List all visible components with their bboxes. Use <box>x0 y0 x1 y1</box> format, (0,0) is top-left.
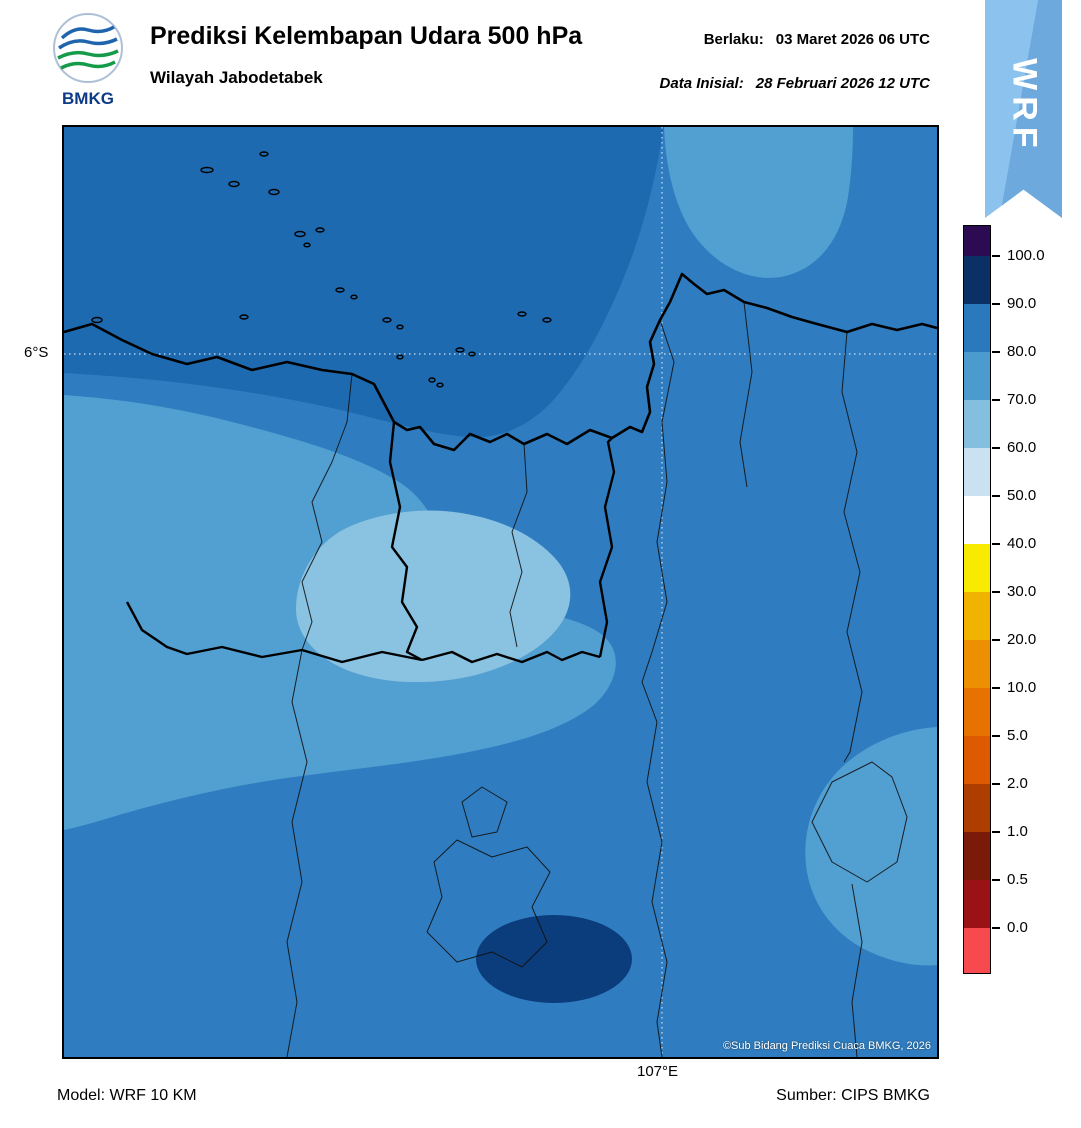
colorbar-tick-label: 5.0 <box>1007 727 1028 744</box>
colorbar-segment <box>964 544 990 592</box>
graticule <box>64 127 937 1057</box>
colorbar-tick <box>992 783 1000 785</box>
wrf-ribbon-label: WRF <box>1005 58 1043 154</box>
logo-wave-green <box>57 49 119 60</box>
humidity-band-lighter-patch <box>296 510 571 683</box>
valid-time-label: Berlaku: <box>703 31 764 48</box>
logo-wave-blue <box>58 37 118 50</box>
colorbar-segment <box>964 736 990 784</box>
colorbar-segment <box>964 256 990 304</box>
colorbar-tick <box>992 591 1000 593</box>
colorbar-tick-label: 60.0 <box>1007 439 1037 456</box>
humidity-band-light-topright <box>664 127 853 278</box>
colorbar-tick <box>992 735 1000 737</box>
humidity-band-navy-core <box>476 915 632 1003</box>
humidity-band-light-bottomright <box>805 727 937 966</box>
valid-time-line: Berlaku: 03 Maret 2026 06 UTC <box>704 31 930 48</box>
colorbar-segment <box>964 784 990 832</box>
latitude-label: 6°S <box>24 344 49 361</box>
colorbar-segment <box>964 304 990 352</box>
initial-data-value: 28 Februari 2026 12 UTC <box>755 75 930 92</box>
admin-boundaries-thin <box>286 301 908 1057</box>
islands <box>91 151 552 388</box>
logo-circle <box>53 13 123 83</box>
humidity-band-dark-top <box>64 127 664 438</box>
colorbar-segment <box>964 640 990 688</box>
colorbar-tick-label: 90.0 <box>1007 295 1037 312</box>
colorbar-tick-label: 100.0 <box>1007 247 1045 264</box>
bmkg-logo: BMKG <box>53 13 123 108</box>
map-panel: ©Sub Bidang Prediksi Cuaca BMKG, 2026 <box>62 125 939 1059</box>
colorbar-segment <box>964 592 990 640</box>
colorbar-segment <box>964 448 990 496</box>
colorbar-segment <box>964 832 990 880</box>
colorbar-tick-label: 10.0 <box>1007 679 1037 696</box>
logo-wave-green <box>60 60 116 70</box>
colorbar-bar <box>963 225 991 974</box>
valid-time-value: 03 Maret 2026 06 UTC <box>775 31 930 48</box>
colorbar-segment <box>964 688 990 736</box>
logo-text: BMKG <box>62 89 114 108</box>
colorbar-tick-label: 2.0 <box>1007 775 1028 792</box>
initial-data-line: Data Inisial: 28 Februari 2026 12 UTC <box>660 75 930 92</box>
page-subtitle: Wilayah Jabodetabek <box>150 68 323 87</box>
colorbar-tick <box>992 831 1000 833</box>
logo-wave-blue <box>60 25 115 40</box>
wrf-ribbon: WRF <box>985 0 1062 218</box>
coastline <box>64 272 937 452</box>
colorbar-segment <box>964 880 990 928</box>
colorbar-tick-label: 0.0 <box>1007 919 1028 936</box>
colorbar-tick-label: 0.5 <box>1007 871 1028 888</box>
colorbar-tick <box>992 447 1000 449</box>
colorbar-tick-label: 80.0 <box>1007 343 1037 360</box>
colorbar-segment <box>964 400 990 448</box>
longitude-label: 107°E <box>637 1063 679 1080</box>
colorbar-tick <box>992 543 1000 545</box>
colorbar-tick-label: 20.0 <box>1007 631 1037 648</box>
colorbar-segment <box>964 496 990 544</box>
footer-source-label: Sumber: CIPS BMKG <box>776 1087 930 1104</box>
colorbar-tick <box>992 495 1000 497</box>
colorbar-tick <box>992 927 1000 929</box>
map-copyright: ©Sub Bidang Prediksi Cuaca BMKG, 2026 <box>722 1040 931 1052</box>
humidity-map <box>64 127 937 1057</box>
colorbar-tick-label: 70.0 <box>1007 391 1037 408</box>
admin-boundaries-thick <box>125 421 616 664</box>
colorbar-tick <box>992 687 1000 689</box>
colorbar-segment <box>964 928 990 973</box>
colorbar-segment <box>964 226 990 256</box>
colorbar-tick <box>992 351 1000 353</box>
colorbar-tick-label: 50.0 <box>1007 487 1037 504</box>
colorbar-tick <box>992 255 1000 257</box>
page-title: Prediksi Kelembapan Udara 500 hPa <box>150 22 583 50</box>
colorbar-tick <box>992 639 1000 641</box>
initial-data-label: Data Inisial: <box>659 75 744 92</box>
colorbar-tick <box>992 399 1000 401</box>
colorbar-tick <box>992 879 1000 881</box>
colorbar-tick-label: 1.0 <box>1007 823 1028 840</box>
colorbar: 100.0 90.0 80.0 70.0 60.0 50.0 40.0 30.0 20.0 10.… <box>963 225 1073 985</box>
colorbar-tick <box>992 303 1000 305</box>
colorbar-segment <box>964 352 990 400</box>
footer-model-label: Model: WRF 10 KM <box>57 1087 197 1104</box>
colorbar-tick-label: 30.0 <box>1007 583 1037 600</box>
colorbar-tick-label: 40.0 <box>1007 535 1037 552</box>
